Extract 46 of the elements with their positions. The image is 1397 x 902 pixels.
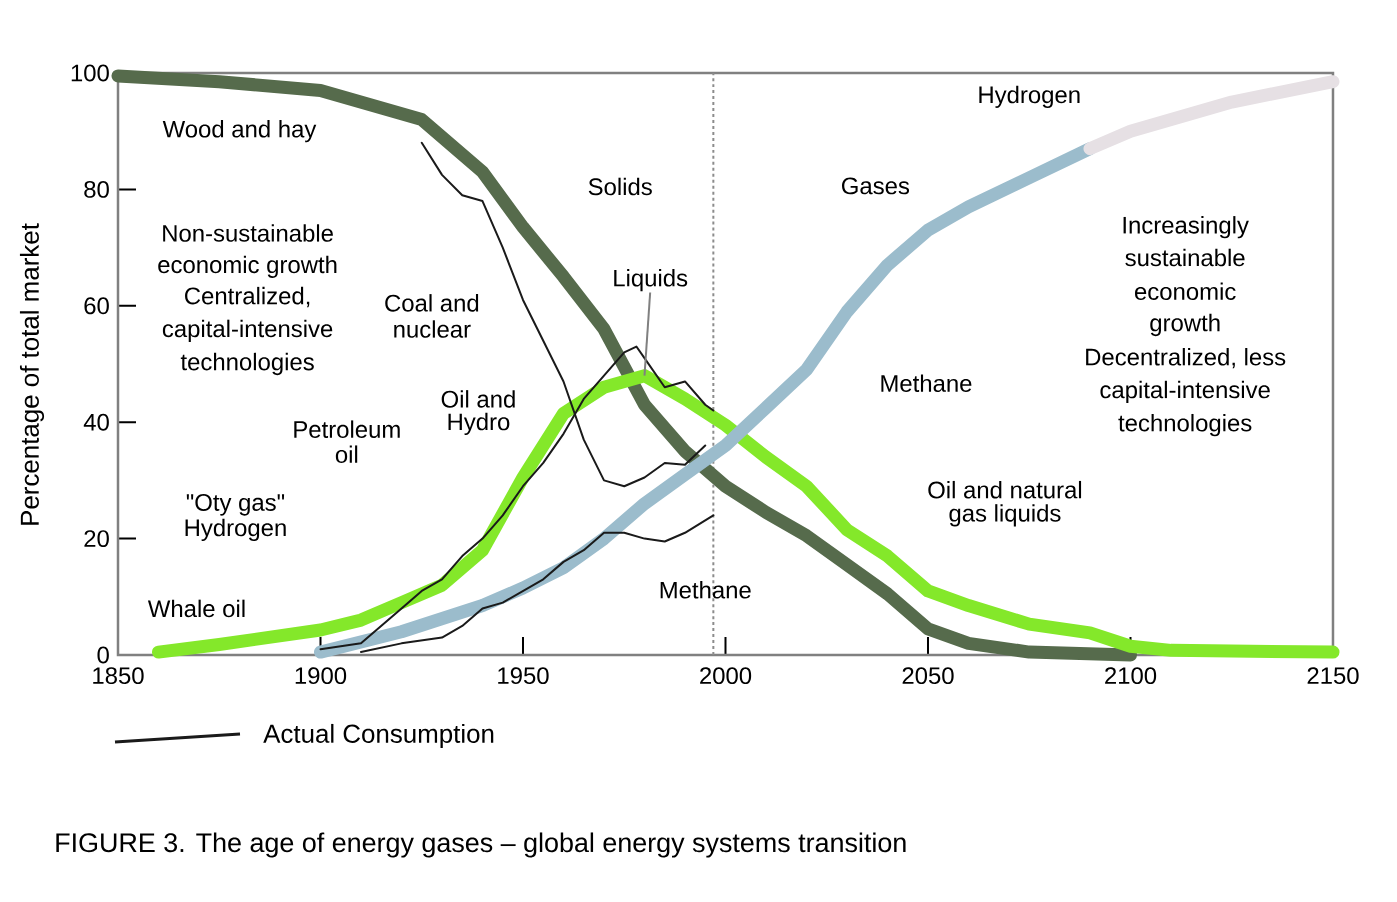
x-tick-label: 2000 bbox=[700, 667, 752, 685]
y-tick-label: 20 bbox=[84, 530, 109, 548]
annotation: Increasingly bbox=[1123, 216, 1249, 239]
x-tick-label: 1900 bbox=[295, 667, 347, 685]
series-label: Gases bbox=[841, 177, 910, 195]
annotation: Petroleum bbox=[294, 420, 400, 438]
y-axis-title: Percentage of total market bbox=[19, 223, 45, 525]
annotation: nuclear bbox=[394, 320, 471, 338]
annotation: technologies bbox=[180, 352, 314, 376]
annotation: Methane bbox=[660, 581, 751, 599]
annotation: Wood and hay bbox=[162, 120, 317, 143]
text: Liquids bbox=[614, 269, 688, 292]
annotation: growth bbox=[1150, 313, 1220, 337]
x-tick-label: 1850 bbox=[93, 667, 144, 685]
annotation: Decentralized, less bbox=[1086, 347, 1286, 369]
annotation: capital-intensive bbox=[1100, 380, 1270, 404]
legend-label: Actual Consumption bbox=[263, 723, 494, 749]
x-tick-label: 2050 bbox=[902, 667, 954, 685]
annotation: economic bbox=[1135, 282, 1236, 301]
annotation: Oil and natural bbox=[928, 480, 1082, 499]
y-tick-label: 60 bbox=[84, 297, 109, 315]
annotation: gas liquids bbox=[949, 504, 1061, 527]
annotation: sustainable bbox=[1125, 248, 1245, 267]
annotation: Hydrogen bbox=[185, 518, 286, 542]
annotation: oil bbox=[335, 445, 358, 463]
annotation: Coal and bbox=[385, 294, 479, 312]
text: FIGURE 3. The age of energy gases – global energy systems transition bbox=[56, 832, 906, 858]
annotation: Hydro bbox=[448, 412, 510, 436]
annotation: Non-sustainable bbox=[163, 224, 333, 242]
x-tick-label: 2100 bbox=[1105, 667, 1157, 685]
y-tick-label: 80 bbox=[84, 180, 109, 198]
annotation: Methane bbox=[881, 374, 972, 392]
y-tick-label: 40 bbox=[83, 413, 109, 431]
annotation: capital-intensive bbox=[162, 319, 333, 342]
x-tick-label: 1950 bbox=[498, 667, 549, 685]
y-tick-label: 0 bbox=[97, 646, 109, 664]
text: Solids bbox=[588, 177, 652, 196]
annotation: economic growth bbox=[158, 255, 337, 278]
annotation: Centralized, bbox=[185, 286, 310, 308]
y-tick-label: 100 bbox=[71, 64, 109, 82]
x-tick-label: 2150 bbox=[1307, 667, 1359, 685]
series-label: Hydrogen bbox=[979, 85, 1080, 108]
annotation: "Oty gas" bbox=[186, 494, 285, 516]
annotation: Oil and bbox=[441, 390, 515, 408]
annotation: technologies bbox=[1118, 413, 1252, 437]
annotation: Whale oil bbox=[147, 599, 245, 618]
